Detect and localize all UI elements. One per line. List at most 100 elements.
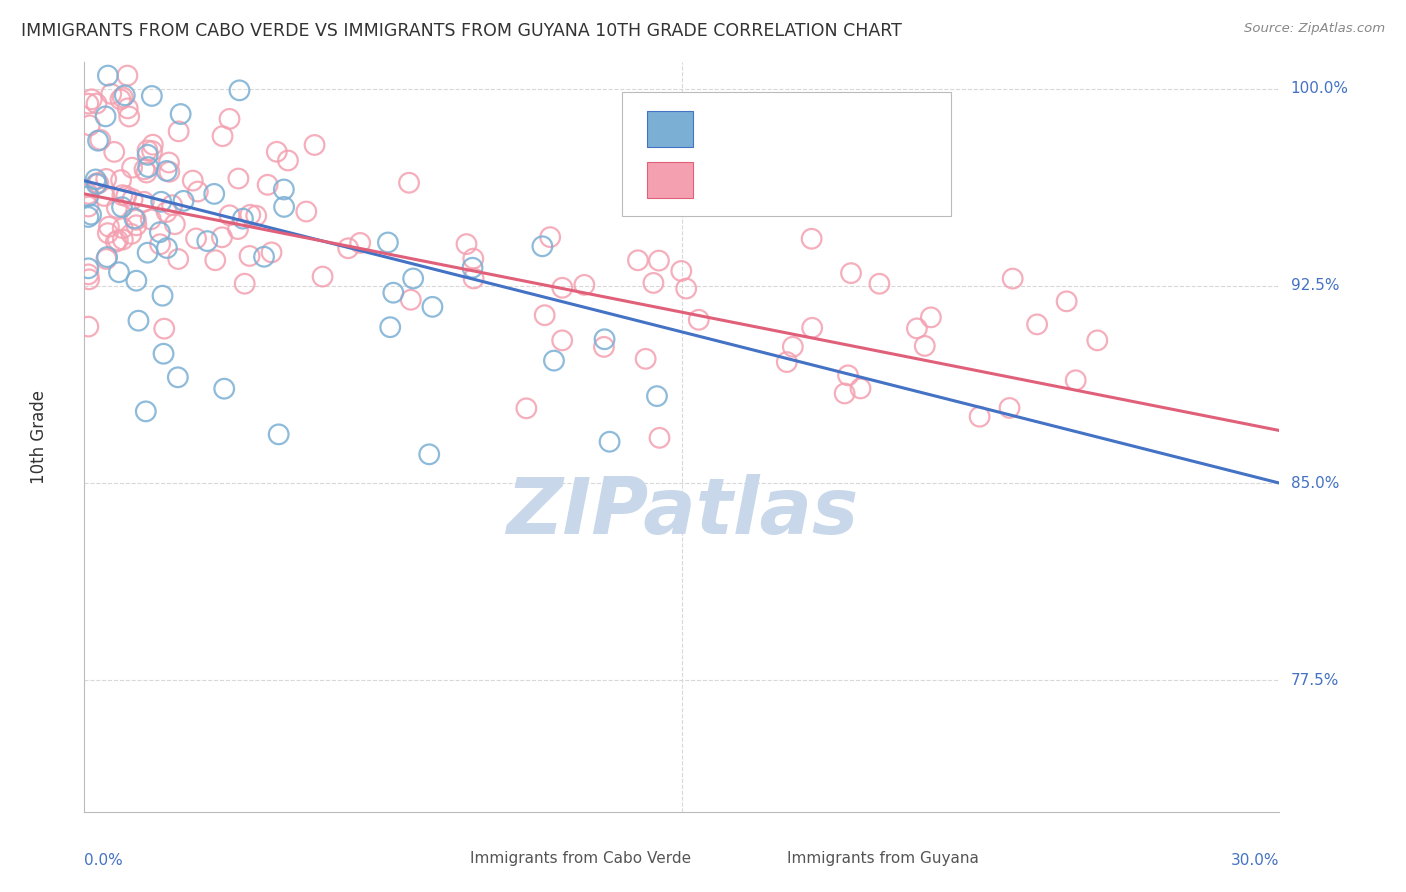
Point [157, 155, 180, 169]
Point [77, 186, 100, 201]
Point [111, 233, 134, 247]
Point [422, 300, 444, 314]
Point [111, 90, 134, 104]
FancyBboxPatch shape [623, 93, 950, 216]
Point [152, 347, 174, 361]
Point [153, 321, 176, 335]
Text: R = -0.348   N = 115: R = -0.348 N = 115 [707, 170, 920, 189]
Point [111, 221, 134, 235]
Point [135, 165, 157, 179]
Point [801, 320, 824, 334]
Point [125, 219, 148, 233]
Point [132, 194, 155, 209]
Point [100, 87, 122, 101]
Point [782, 340, 804, 354]
Point [398, 176, 420, 190]
Text: 77.5%: 77.5% [1291, 673, 1339, 688]
Point [1001, 271, 1024, 285]
Point [239, 208, 262, 222]
Point [277, 153, 299, 168]
Point [103, 145, 125, 159]
Point [800, 232, 823, 246]
Text: 10th Grade: 10th Grade [30, 390, 48, 484]
Point [84, 172, 107, 186]
Point [156, 241, 179, 255]
Point [111, 188, 134, 202]
Point [127, 314, 149, 328]
Point [382, 285, 405, 300]
Point [531, 239, 554, 253]
Text: ZIPatlas: ZIPatlas [506, 474, 858, 550]
Point [920, 310, 942, 325]
Point [599, 434, 621, 449]
Point [80, 92, 103, 106]
Text: 30.0%: 30.0% [1232, 853, 1279, 868]
Point [211, 129, 233, 144]
Point [77, 261, 100, 276]
Point [868, 277, 890, 291]
Point [418, 447, 440, 461]
Point [79, 119, 101, 133]
Point [837, 368, 859, 383]
Text: 100.0%: 100.0% [1291, 81, 1348, 96]
Point [238, 249, 260, 263]
Point [97, 69, 120, 83]
Point [149, 237, 172, 252]
Text: Immigrants from Guyana: Immigrants from Guyana [787, 851, 979, 865]
Point [157, 165, 180, 179]
Point [115, 189, 138, 203]
Point [574, 277, 596, 292]
Point [218, 208, 240, 222]
Point [110, 92, 132, 106]
Point [77, 268, 100, 282]
Point [399, 293, 422, 307]
Text: 85.0%: 85.0% [1291, 475, 1339, 491]
Point [77, 272, 100, 286]
Point [94, 109, 117, 123]
Point [77, 189, 100, 203]
Point [643, 276, 665, 290]
Point [218, 112, 240, 126]
Point [93, 189, 115, 203]
Bar [437, 851, 463, 868]
Point [86, 96, 108, 111]
Point [337, 241, 360, 255]
Point [233, 277, 256, 291]
Point [253, 250, 276, 264]
Point [167, 252, 190, 266]
Point [266, 145, 288, 159]
Point [226, 222, 249, 236]
Point [135, 404, 157, 418]
Point [551, 281, 574, 295]
Point [77, 200, 100, 214]
Point [211, 230, 233, 244]
Point [402, 271, 425, 285]
Text: Immigrants from Cabo Verde: Immigrants from Cabo Verde [471, 851, 692, 865]
Point [142, 137, 165, 152]
Point [97, 226, 120, 240]
Point [77, 96, 100, 111]
Point [139, 212, 162, 227]
Bar [754, 851, 780, 868]
Point [110, 173, 132, 187]
Point [675, 281, 697, 295]
Point [204, 253, 226, 268]
Point [108, 265, 131, 279]
Point [1085, 334, 1108, 348]
Point [141, 144, 163, 158]
Point [87, 177, 110, 191]
Point [380, 320, 402, 334]
Point [671, 264, 693, 278]
Point [267, 427, 290, 442]
Point [187, 185, 209, 199]
Point [167, 124, 190, 138]
Point [245, 209, 267, 223]
Point [136, 245, 159, 260]
Point [149, 225, 172, 239]
Point [349, 235, 371, 250]
Point [776, 355, 799, 369]
Point [124, 211, 146, 226]
Point [202, 186, 225, 201]
Point [969, 409, 991, 424]
Point [136, 144, 159, 158]
